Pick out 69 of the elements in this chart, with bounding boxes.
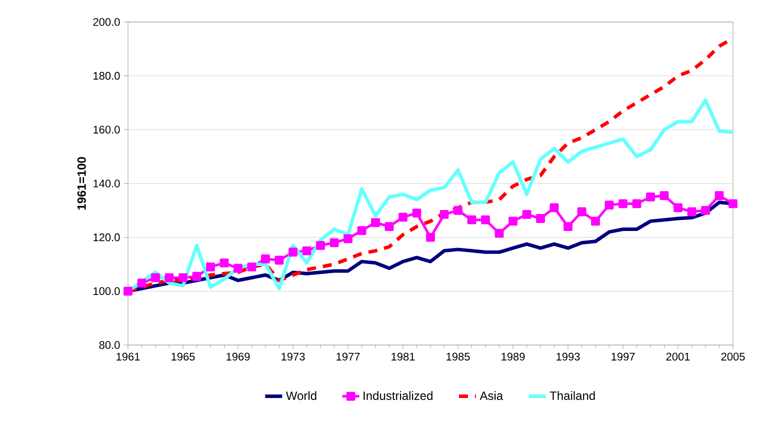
x-tick-label: 1985 (446, 352, 470, 361)
point (288, 248, 298, 257)
x-tick-label: 2005 (721, 352, 745, 361)
point (344, 234, 352, 244)
point (151, 273, 160, 282)
point (426, 232, 435, 242)
x-tick-label: 1993 (556, 352, 580, 361)
x-tick-label: 1997 (612, 352, 635, 361)
point (604, 200, 614, 210)
x-tick-label: 1969 (226, 352, 250, 361)
x-tick-label: 1973 (282, 352, 305, 361)
point (481, 215, 490, 224)
y-tick-label: 120.0 (94, 233, 120, 242)
point (302, 246, 312, 256)
x-tick-label: 1965 (172, 352, 195, 361)
point (206, 262, 215, 272)
point (508, 216, 518, 226)
point (550, 203, 559, 212)
point (467, 215, 476, 224)
y-tick-label: 160.0 (94, 126, 120, 134)
point (522, 210, 532, 219)
point (536, 214, 545, 223)
point (687, 207, 696, 216)
point (632, 199, 642, 208)
point (454, 206, 462, 215)
x-tick-label: 1989 (502, 352, 525, 361)
point (247, 262, 256, 272)
y-tick-label: 200.0 (93, 18, 120, 26)
point (618, 199, 628, 208)
point (261, 254, 270, 264)
point (591, 216, 600, 226)
point (714, 191, 724, 200)
legend-label: World (286, 391, 316, 400)
point (371, 218, 380, 227)
point (330, 238, 339, 248)
point (137, 278, 146, 288)
point (178, 273, 188, 282)
point (660, 191, 669, 200)
legend-label: Industrialized (364, 391, 432, 400)
y-axis-title: 1961=100 (77, 157, 86, 210)
point (220, 258, 229, 268)
x-tick-label: 1961 (116, 352, 140, 361)
y-tick-label: 100.0 (94, 287, 120, 296)
point (646, 192, 655, 202)
point (316, 240, 325, 250)
point (674, 203, 682, 212)
point (440, 210, 449, 219)
y-tick-label: 140.0 (94, 180, 120, 188)
y-tick-label: 80.0 (99, 341, 120, 349)
point (164, 273, 174, 282)
point (564, 222, 572, 232)
point (701, 206, 710, 215)
point (494, 228, 504, 238)
point (577, 207, 586, 216)
x-tick-label: 1981 (392, 352, 415, 361)
point (384, 222, 394, 232)
x-tick-label: 2001 (666, 352, 690, 361)
legend-label: Thailand (550, 391, 595, 400)
point (728, 199, 738, 208)
point (398, 212, 408, 222)
point (412, 208, 422, 218)
legend-label: Asia (480, 391, 504, 400)
point (124, 286, 132, 296)
point (274, 256, 284, 265)
point (357, 226, 366, 236)
point (234, 264, 242, 273)
x-tick-label: 1977 (336, 352, 360, 361)
y-tick-label: 180.0 (94, 72, 120, 80)
point (192, 272, 202, 281)
